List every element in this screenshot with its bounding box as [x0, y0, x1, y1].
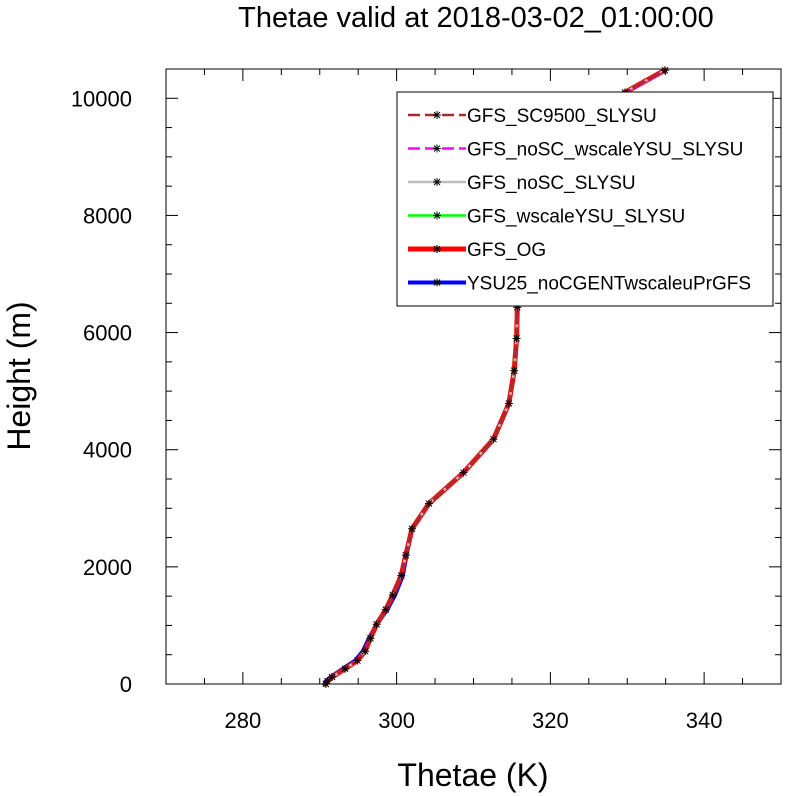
marker-stroke	[341, 665, 349, 673]
legend-label: GFS_wscaleYSU_SLYSU	[467, 207, 685, 228]
x-tick-label: 300	[378, 708, 415, 733]
marker-stroke	[361, 647, 369, 655]
legend-label: GFS_OG	[467, 240, 546, 261]
y-tick-label: 6000	[83, 321, 132, 346]
data-point	[512, 334, 521, 343]
marker-stroke	[354, 657, 361, 664]
x-tick-label: 320	[532, 708, 569, 733]
y-axis-ticks: 0 2000 4000 6000 8000 10000	[71, 86, 781, 697]
marker-stroke	[433, 279, 441, 286]
x-tick-label: 340	[686, 708, 723, 733]
marker-stroke	[367, 634, 374, 642]
data-point	[489, 435, 498, 444]
marker-stroke	[433, 178, 441, 186]
legend-entry: GFS_noSC_SLYSU	[408, 173, 636, 194]
legend-marker	[433, 245, 441, 253]
legend-marker	[433, 144, 441, 153]
legend-label: GFS_SC9500_SLYSU	[467, 106, 657, 127]
y-tick-label: 10000	[71, 86, 132, 111]
data-point	[361, 647, 370, 656]
marker-stroke	[433, 245, 441, 253]
legend-label: YSU25_noCGENTwscaleuPrGFS	[467, 274, 751, 295]
marker-stroke	[433, 212, 441, 219]
marker-stroke	[408, 525, 416, 533]
data-point	[388, 590, 397, 599]
legend-marker	[433, 278, 441, 287]
data-point	[328, 672, 337, 681]
legend-entry: GFS_wscaleYSU_SLYSU	[408, 207, 685, 228]
legend-box	[396, 91, 774, 307]
marker-stroke	[373, 620, 380, 628]
x-axis-label: Thetae (K)	[397, 757, 548, 793]
x-tick-label: 280	[225, 708, 262, 733]
data-point	[660, 66, 669, 75]
data-point	[381, 605, 390, 614]
data-point	[372, 620, 381, 629]
legend-marker	[433, 178, 441, 186]
y-tick-label: 2000	[83, 555, 132, 580]
marker-stroke	[433, 145, 441, 152]
marker-stroke	[328, 673, 336, 681]
legend-label: GFS_noSC_wscaleYSU_SLYSU	[467, 140, 743, 161]
data-point	[504, 399, 513, 408]
marker-stroke	[513, 335, 520, 342]
data-point	[408, 524, 416, 533]
data-point	[510, 366, 519, 375]
legend-entry: GFS_OG	[408, 240, 546, 261]
marker-stroke	[505, 400, 513, 407]
legend-entry: YSU25_noCGENTwscaleuPrGFS	[408, 274, 751, 295]
data-point	[323, 677, 332, 686]
marker-stroke	[397, 572, 405, 579]
legend-entry: GFS_SC9500_SLYSU	[408, 106, 657, 127]
legend-marker	[433, 111, 441, 119]
legend-label: GFS_noSC_SLYSU	[467, 173, 636, 194]
marker-stroke	[510, 367, 518, 374]
legend-entry: GFS_noSC_wscaleYSU_SLYSU	[408, 140, 743, 161]
y-tick-label: 8000	[83, 203, 132, 228]
chart-title: Thetae valid at 2018-03-02_01:00:00	[238, 2, 714, 34]
legend: GFS_SC9500_SLYSU GFS_noSC_wscaleYSU_SLYSU…	[396, 91, 774, 307]
y-tick-label: 0	[120, 672, 132, 697]
marker-stroke	[402, 551, 410, 559]
marker-stroke	[382, 606, 390, 613]
data-point	[401, 551, 410, 560]
data-point	[353, 656, 362, 665]
marker-stroke	[389, 591, 397, 599]
marker-stroke	[490, 435, 497, 443]
data-point	[424, 499, 433, 508]
marker-stroke	[661, 66, 669, 74]
marker-stroke	[425, 500, 433, 507]
data-point	[397, 571, 406, 580]
data-point	[459, 468, 468, 477]
y-axis-label: Height (m)	[1, 301, 37, 450]
y-tick-label: 4000	[83, 438, 132, 463]
marker-stroke	[460, 469, 467, 476]
x-axis-ticks: 280 300 320 340	[225, 69, 723, 733]
marker-stroke	[433, 111, 441, 119]
data-point	[366, 634, 375, 643]
legend-marker	[433, 211, 441, 220]
data-point	[341, 664, 350, 673]
